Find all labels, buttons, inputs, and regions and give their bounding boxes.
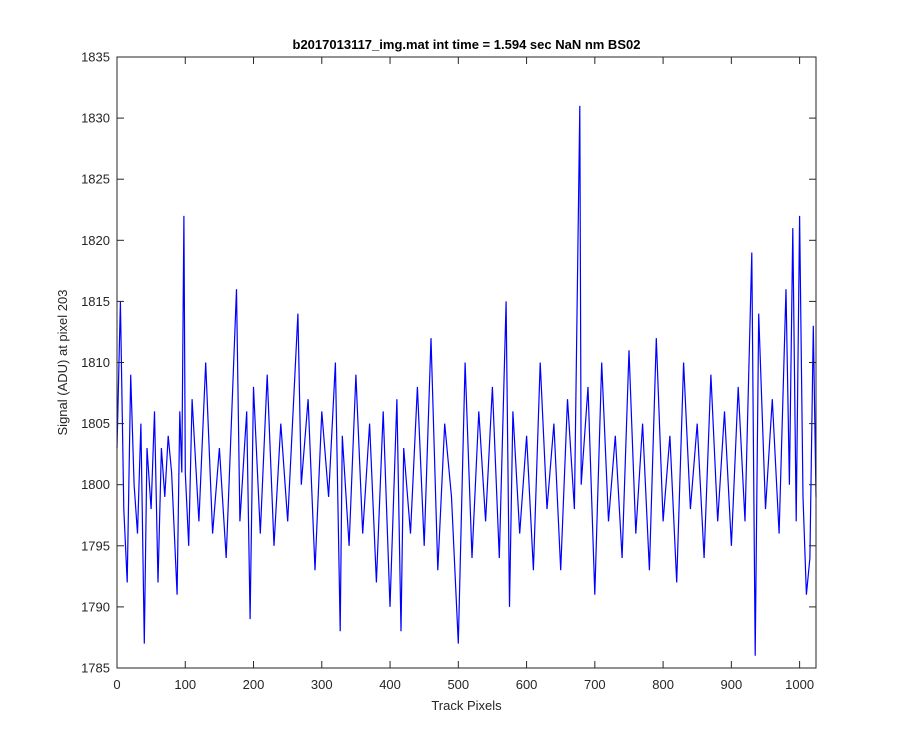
- y-tick-label: 1835: [81, 50, 110, 65]
- x-tick-label: 900: [721, 677, 743, 692]
- y-tick-label: 1795: [81, 538, 110, 553]
- x-axis-label: Track Pixels: [431, 698, 502, 713]
- y-tick-label: 1785: [81, 661, 110, 676]
- x-tick-label: 0: [113, 677, 120, 692]
- plot-area: [117, 57, 816, 668]
- x-tick-label: 600: [516, 677, 538, 692]
- y-tick-label: 1810: [81, 355, 110, 370]
- series-line-1: [116, 105, 817, 656]
- chart-title: b2017013117_img.mat int time = 1.594 sec…: [293, 37, 641, 52]
- y-tick-label: 1805: [81, 416, 110, 431]
- y-axis-label: Signal (ADU) at pixel 203: [55, 290, 70, 436]
- x-tick-label: 100: [174, 677, 196, 692]
- y-tick-label: 1820: [81, 233, 110, 248]
- y-tick-label: 1815: [81, 294, 110, 309]
- tick-layer: 0 100 200 300 400 500 600 700 800 900 1000 1785 1790…: [81, 50, 816, 692]
- x-tick-label: 1000: [785, 677, 814, 692]
- y-tick-label: 1830: [81, 111, 110, 126]
- x-tick-label: 500: [447, 677, 469, 692]
- y-tick-label: 1800: [81, 477, 110, 492]
- x-tick-label: 300: [311, 677, 333, 692]
- x-tick-label: 700: [584, 677, 606, 692]
- x-tick-label: 200: [243, 677, 265, 692]
- x-tick-label: 400: [379, 677, 401, 692]
- x-tick-label: 800: [652, 677, 674, 692]
- y-tick-label: 1790: [81, 599, 110, 614]
- y-tick-label: 1825: [81, 172, 110, 187]
- series-layer: [116, 105, 817, 656]
